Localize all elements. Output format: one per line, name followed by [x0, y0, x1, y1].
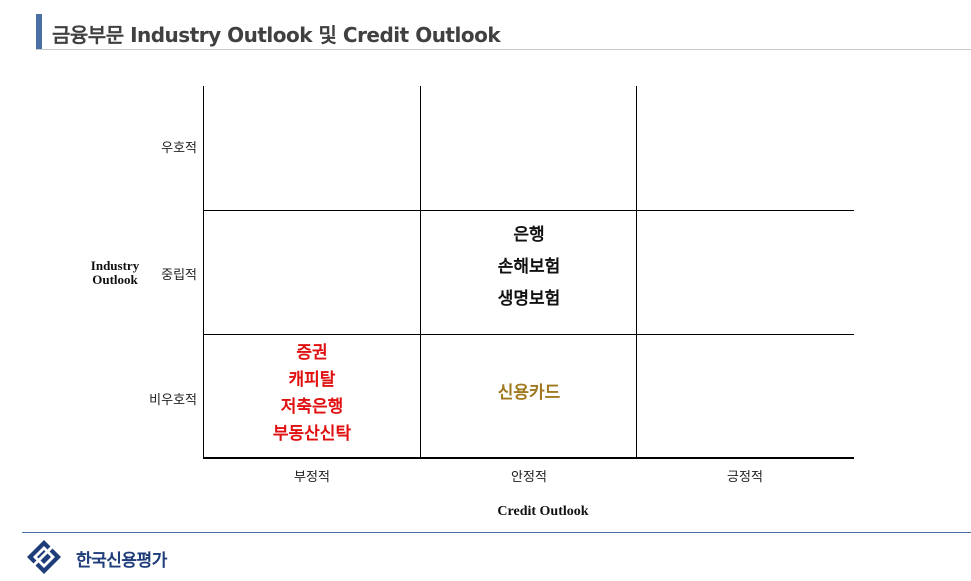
footer-divider: [22, 532, 971, 533]
grid-line-row3: [203, 334, 854, 335]
x-axis-title: Credit Outlook: [497, 504, 589, 519]
cell-item: 은행: [513, 225, 545, 245]
cell-neutral-stable: 은행 손해보험 생명보험: [421, 219, 637, 315]
cell-item: 부동산신탁: [272, 424, 352, 444]
grid-line-left: [203, 86, 204, 458]
cell-unfavorable-negative: 증권 캐피탈 저축은행 부동산신탁: [204, 340, 420, 448]
col-label-positive: 긍정적: [727, 470, 763, 485]
row-label-neutral: 중립적: [161, 268, 197, 283]
grid-line-bottom: [203, 457, 854, 459]
title-accent-bar: [36, 14, 42, 50]
row-label-favorable: 우호적: [161, 141, 197, 156]
cell-item: 생명보험: [497, 289, 561, 309]
cell-item: 손해보험: [497, 257, 561, 277]
title-bar: 금융부문 Industry Outlook 및 Credit Outlook: [36, 14, 971, 50]
col-label-negative: 부정적: [294, 470, 330, 485]
cell-item: 신용카드: [497, 383, 561, 403]
cell-item: 증권: [296, 343, 328, 363]
cell-item: 저축은행: [280, 397, 344, 417]
y-axis-title: Industry Outlook: [90, 258, 140, 287]
cell-item: 캐피탈: [288, 370, 336, 390]
page-title: 금융부문 Industry Outlook 및 Credit Outlook: [52, 23, 501, 47]
company-name: 한국신용평가: [76, 551, 167, 571]
grid-line-row2: [203, 210, 854, 211]
row-label-unfavorable: 비우호적: [149, 393, 197, 408]
cell-unfavorable-stable: 신용카드: [421, 380, 637, 407]
grid-line-col2: [420, 86, 421, 458]
grid-line-col3: [636, 86, 637, 458]
title-divider: [36, 49, 971, 50]
col-label-stable: 안정적: [511, 470, 547, 485]
company-logo-icon: [27, 540, 61, 574]
